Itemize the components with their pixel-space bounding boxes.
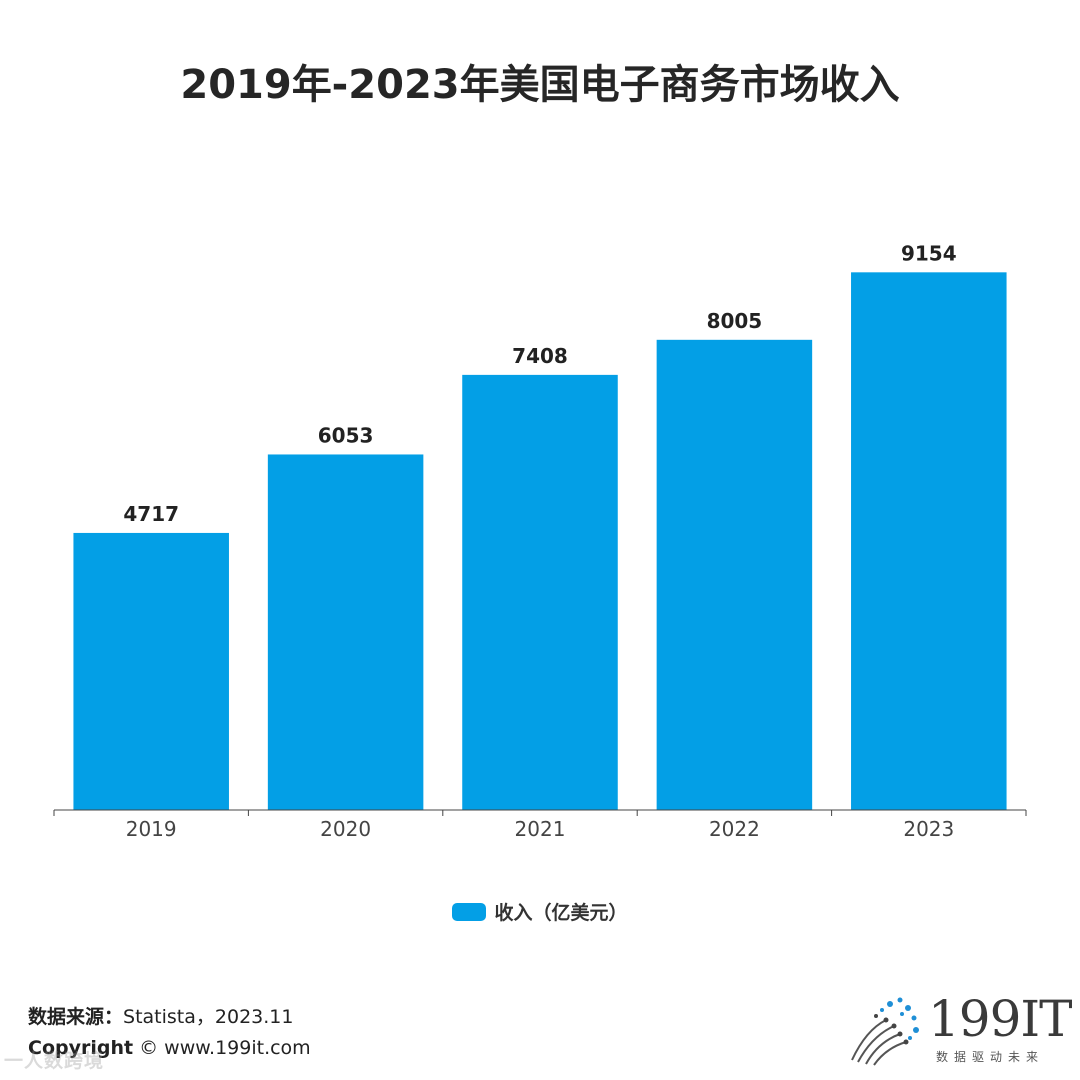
bar-2022: [656, 339, 813, 810]
data-label-2023: 9154: [901, 241, 957, 265]
x-tick-label-2021: 2021: [515, 817, 566, 841]
source-label: 数据来源：: [28, 1006, 124, 1028]
bar-2021: [462, 374, 618, 810]
logo-name: 199IT: [928, 990, 1073, 1048]
copyright-value: © www.199it.com: [139, 1037, 311, 1059]
logo-tagline: 数据驱动未来: [936, 1050, 1045, 1064]
data-source: 数据来源：Statista，2023.11: [28, 1002, 293, 1029]
logo: 199IT 数据驱动未来: [846, 990, 1073, 1068]
x-tick-label-2019: 2019: [126, 817, 177, 841]
source-value: Statista，2023.11: [123, 1006, 294, 1028]
legend-swatch: [452, 902, 487, 921]
data-label-2021: 7408: [512, 344, 568, 368]
logo-dots-icon: [851, 997, 919, 1066]
data-label-2020: 6053: [318, 423, 374, 447]
data-label-2022: 8005: [707, 309, 763, 333]
bar-2020: [267, 454, 424, 810]
chart-title: 2019年-2023年美国电子商务市场收入: [180, 62, 900, 108]
bar-chart: 4717 2019 6053 2020 7408 2021 8005 2022 9154 2023: [53, 241, 1027, 841]
x-tick-label-2020: 2020: [320, 817, 371, 841]
x-tick-label-2023: 2023: [903, 817, 954, 841]
x-tick-label-2022: 2022: [709, 817, 760, 841]
copyright-label: Copyright: [28, 1037, 134, 1059]
watermark: 一人数跨境: [4, 1050, 105, 1072]
copyright: Copyright © www.199it.com: [28, 1037, 311, 1059]
legend: 收入（亿美元）: [0, 898, 1080, 925]
bar-2019: [73, 532, 229, 810]
data-label-2019: 4717: [123, 502, 179, 526]
legend-label: 收入（亿美元）: [494, 902, 628, 924]
bar-2023: [851, 272, 1007, 810]
